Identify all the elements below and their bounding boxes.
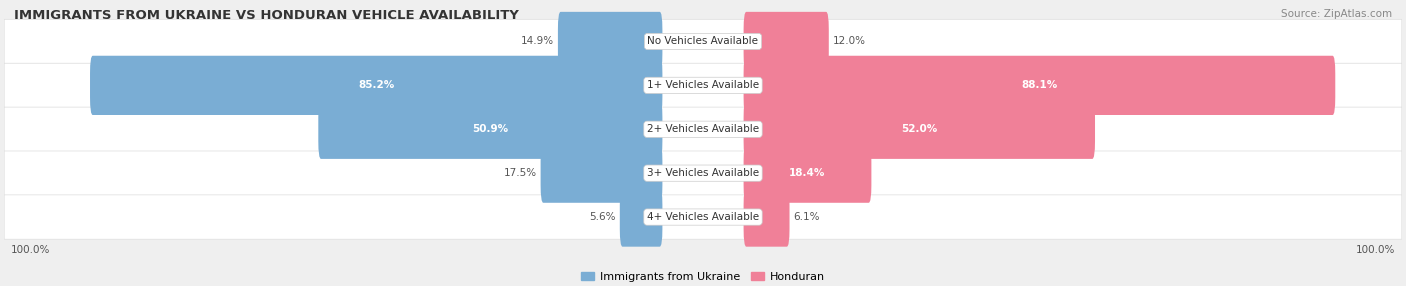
FancyBboxPatch shape — [318, 100, 662, 159]
Text: IMMIGRANTS FROM UKRAINE VS HONDURAN VEHICLE AVAILABILITY: IMMIGRANTS FROM UKRAINE VS HONDURAN VEHI… — [14, 9, 519, 21]
Text: 6.1%: 6.1% — [793, 212, 820, 222]
Text: 2+ Vehicles Available: 2+ Vehicles Available — [647, 124, 759, 134]
Text: 5.6%: 5.6% — [589, 212, 616, 222]
FancyBboxPatch shape — [4, 195, 1402, 239]
Text: 3+ Vehicles Available: 3+ Vehicles Available — [647, 168, 759, 178]
Text: Source: ZipAtlas.com: Source: ZipAtlas.com — [1281, 9, 1392, 19]
Text: 52.0%: 52.0% — [901, 124, 938, 134]
Text: 100.0%: 100.0% — [11, 245, 51, 255]
Legend: Immigrants from Ukraine, Honduran: Immigrants from Ukraine, Honduran — [576, 267, 830, 286]
Text: 4+ Vehicles Available: 4+ Vehicles Available — [647, 212, 759, 222]
Text: 1+ Vehicles Available: 1+ Vehicles Available — [647, 80, 759, 90]
FancyBboxPatch shape — [744, 12, 828, 71]
Text: 14.9%: 14.9% — [520, 37, 554, 47]
FancyBboxPatch shape — [4, 151, 1402, 195]
FancyBboxPatch shape — [744, 187, 790, 247]
FancyBboxPatch shape — [4, 63, 1402, 108]
Text: 100.0%: 100.0% — [1355, 245, 1395, 255]
FancyBboxPatch shape — [90, 56, 662, 115]
Text: 85.2%: 85.2% — [359, 80, 394, 90]
Text: 50.9%: 50.9% — [472, 124, 509, 134]
FancyBboxPatch shape — [4, 19, 1402, 64]
FancyBboxPatch shape — [540, 144, 662, 203]
FancyBboxPatch shape — [4, 107, 1402, 151]
Text: 17.5%: 17.5% — [503, 168, 537, 178]
FancyBboxPatch shape — [744, 100, 1095, 159]
FancyBboxPatch shape — [620, 187, 662, 247]
FancyBboxPatch shape — [558, 12, 662, 71]
FancyBboxPatch shape — [744, 144, 872, 203]
Text: 88.1%: 88.1% — [1021, 80, 1057, 90]
FancyBboxPatch shape — [744, 56, 1336, 115]
Text: No Vehicles Available: No Vehicles Available — [648, 37, 758, 47]
Text: 18.4%: 18.4% — [789, 168, 825, 178]
Text: 12.0%: 12.0% — [832, 37, 866, 47]
